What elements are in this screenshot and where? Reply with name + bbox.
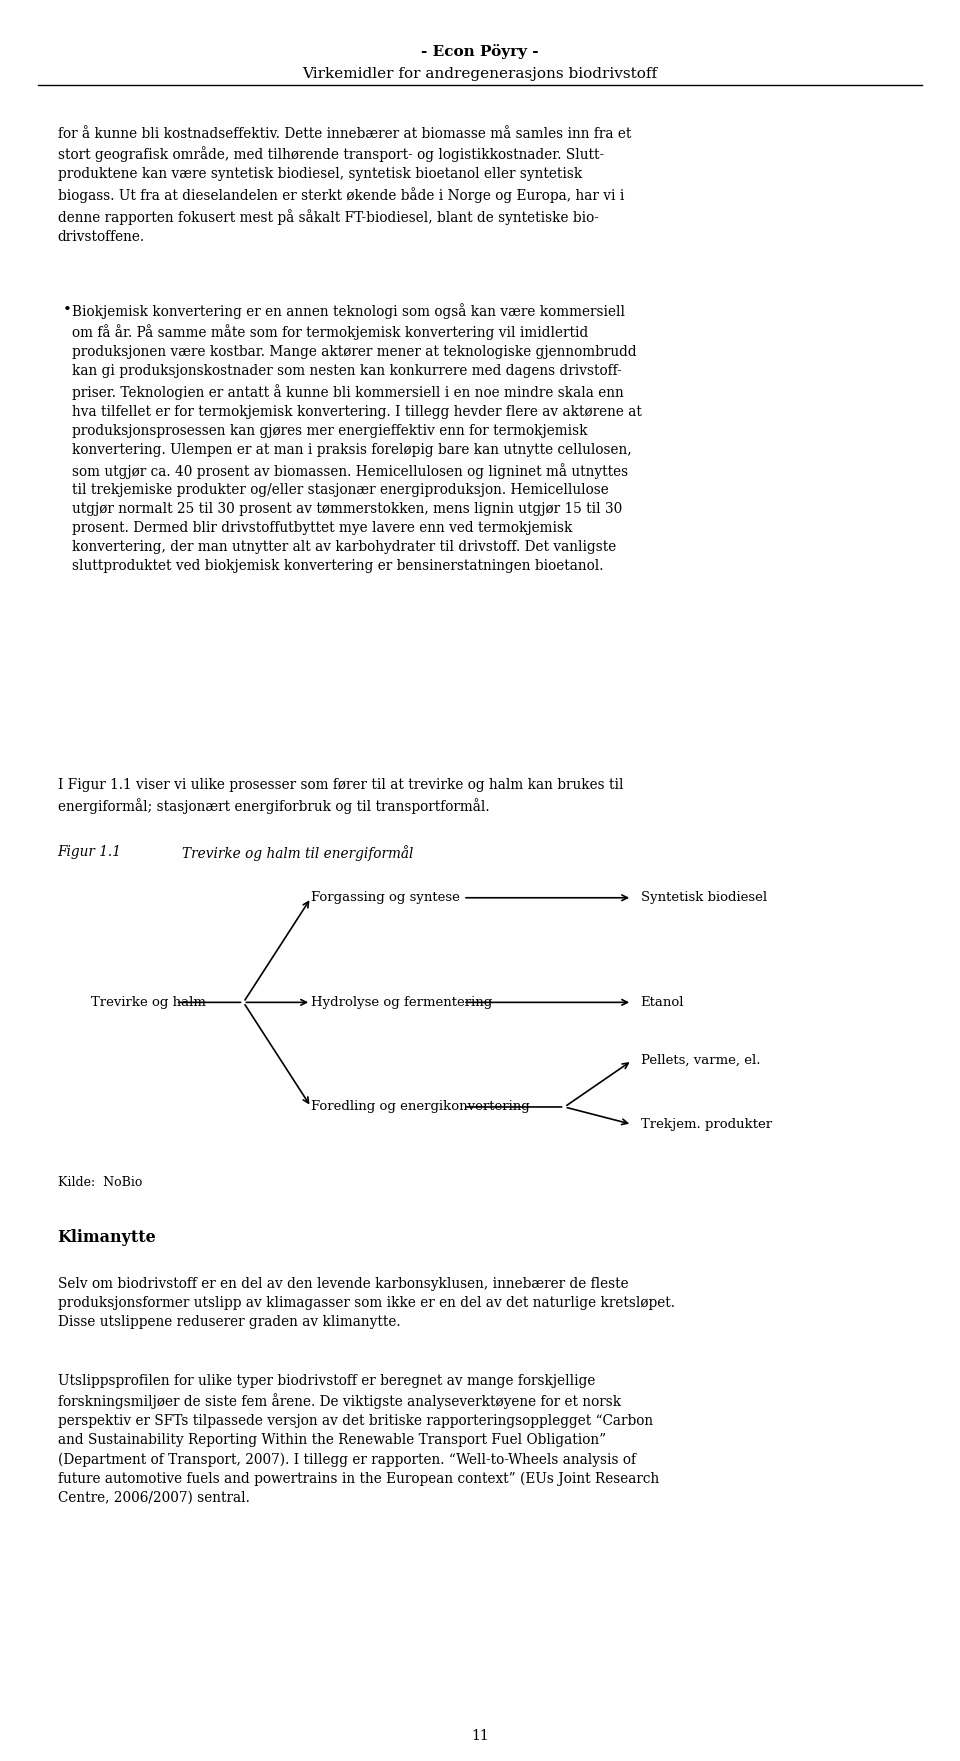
Text: - Econ Pöyry -: - Econ Pöyry - xyxy=(421,44,539,60)
Text: Trevirke og halm til energiformål: Trevirke og halm til energiformål xyxy=(182,845,414,861)
Text: •: • xyxy=(62,303,71,317)
Text: Klimanytte: Klimanytte xyxy=(58,1229,156,1247)
Text: for å kunne bli kostnadseffektiv. Dette innebærer at biomasse må samles inn fra : for å kunne bli kostnadseffektiv. Dette … xyxy=(58,127,631,243)
Text: Hydrolyse og fermentering: Hydrolyse og fermentering xyxy=(311,997,492,1009)
Text: Trevirke og halm: Trevirke og halm xyxy=(91,997,206,1009)
Text: 11: 11 xyxy=(471,1729,489,1743)
Text: Biokjemisk konvertering er en annen teknologi som også kan være kommersiell
om f: Biokjemisk konvertering er en annen tekn… xyxy=(72,303,642,574)
Text: Virkemidler for andregenerasjons biodrivstoff: Virkemidler for andregenerasjons biodriv… xyxy=(302,67,658,81)
Text: Syntetisk biodiesel: Syntetisk biodiesel xyxy=(640,891,767,903)
Text: Trekjem. produkter: Trekjem. produkter xyxy=(640,1118,772,1131)
Text: Utslippsprofilen for ulike typer biodrivstoff er beregnet av mange forskjellige
: Utslippsprofilen for ulike typer biodriv… xyxy=(58,1374,659,1506)
Text: Foredling og energikonvertering: Foredling og energikonvertering xyxy=(311,1101,530,1113)
Text: Etanol: Etanol xyxy=(640,997,684,1009)
Text: Selv om biodrivstoff er en del av den levende karbonsyklusen, innebærer de flest: Selv om biodrivstoff er en del av den le… xyxy=(58,1277,675,1328)
Text: Kilde:  NoBio: Kilde: NoBio xyxy=(58,1176,142,1189)
Text: Figur 1.1: Figur 1.1 xyxy=(58,845,122,859)
Text: Pellets, varme, el.: Pellets, varme, el. xyxy=(640,1055,760,1067)
Text: I Figur 1.1 viser vi ulike prosesser som fører til at trevirke og halm kan bruke: I Figur 1.1 viser vi ulike prosesser som… xyxy=(58,778,623,814)
Text: Forgassing og syntese: Forgassing og syntese xyxy=(311,891,460,903)
